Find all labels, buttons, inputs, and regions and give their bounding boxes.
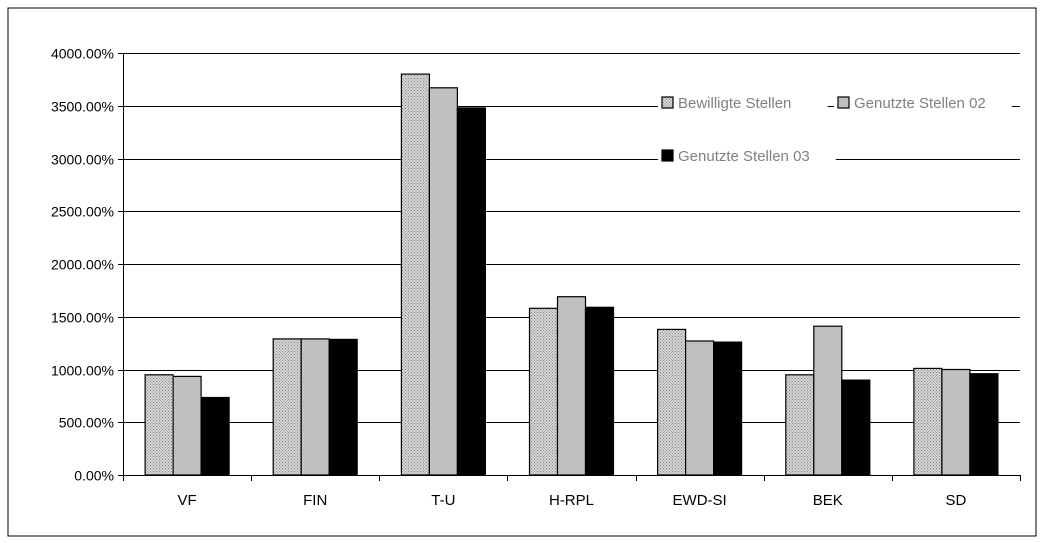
bar-bewilligte-stellen-sd — [913, 367, 943, 476]
legend-item-background — [658, 144, 836, 166]
y-tick-label: 0.00% — [74, 468, 114, 484]
x-tick-label: SD — [946, 492, 967, 509]
bar-bewilligte-stellen-vf — [144, 374, 174, 476]
bar-genutzte-stellen-02-ewd-si — [684, 340, 715, 476]
x-tick-label: FIN — [303, 492, 327, 509]
bar-genutzte-stellen-03-bek — [841, 379, 871, 476]
y-tick-label: 1500.00% — [51, 310, 114, 326]
bar-genutzte-stellen-02-sd — [941, 368, 971, 476]
bar-bewilligte-stellen-fin — [272, 338, 302, 476]
axes: 0.00% 500.00% 1000.00% 1500.00% 2000.00% 2500… — [51, 46, 1021, 509]
legend-swatch — [661, 149, 674, 162]
bar-genutzte-stellen-03-vf — [200, 396, 230, 476]
bar-genutzte-stellen-02-t-u — [428, 87, 458, 476]
x-tick-label: T-U — [431, 492, 455, 509]
legend-item-background — [834, 91, 1012, 113]
y-tick-label: 1000.00% — [51, 363, 114, 379]
legend-item-background — [658, 91, 828, 113]
bar-genutzte-stellen-02-h-rpl — [556, 296, 587, 476]
x-tick-label: BEK — [813, 492, 843, 509]
bar-genutzte-stellen-03-sd — [969, 373, 999, 476]
bar-genutzte-stellen-03-ewd-si — [712, 341, 743, 476]
bar-bewilligte-stellen-t-u — [400, 73, 430, 476]
x-tick-label: EWD-SI — [673, 492, 727, 509]
bar-genutzte-stellen-02-vf — [172, 375, 202, 476]
bar-genutzte-stellen-02-bek — [813, 325, 843, 476]
bar-bewilligte-stellen-ewd-si — [656, 328, 687, 476]
y-tick-label: 500.00% — [59, 415, 114, 431]
legend-swatch — [661, 96, 674, 109]
y-tick-label: 2000.00% — [51, 257, 114, 273]
y-tick-label: 2500.00% — [51, 204, 114, 220]
y-tick-label: 4000.00% — [51, 46, 114, 62]
y-tick-label: 3000.00% — [51, 152, 114, 168]
bar-genutzte-stellen-03-h-rpl — [584, 306, 615, 476]
y-tick-label: 3500.00% — [51, 99, 114, 115]
bar-bewilligte-stellen-bek — [785, 374, 815, 476]
x-tick-label: VF — [177, 492, 196, 509]
legend-label: Bewilligte Stellen — [678, 95, 791, 112]
bar-genutzte-stellen-03-fin — [328, 338, 358, 476]
bars — [144, 73, 999, 476]
x-tick-label: H-RPL — [549, 492, 594, 509]
legend: Bewilligte Stellen Genutzte Stellen 02 Gen… — [658, 91, 1012, 166]
bar-genutzte-stellen-02-fin — [300, 338, 330, 476]
legend-swatch — [837, 96, 850, 109]
legend-label: Genutzte Stellen 03 — [678, 148, 810, 165]
bar-bewilligte-stellen-h-rpl — [528, 307, 559, 476]
bar-genutzte-stellen-03-t-u — [456, 107, 486, 476]
legend-label: Genutzte Stellen 02 — [854, 95, 986, 112]
